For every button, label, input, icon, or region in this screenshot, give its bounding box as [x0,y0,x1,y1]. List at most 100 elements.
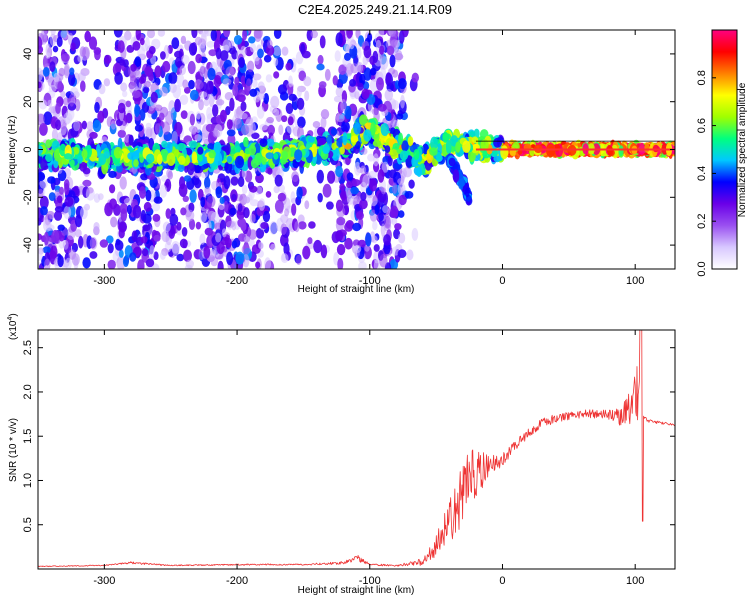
snr-x-tick-label: -100 [359,575,381,587]
spectrogram-cell [118,228,125,239]
spectrogram-cell [139,154,145,163]
spectrogram-cell [493,155,501,163]
colorbar-tick-label: 0.2 [696,214,708,229]
spectrogram-cell [239,112,248,120]
spectrogram-cell [350,135,359,143]
spectrogram-cell [106,235,114,244]
spectrogram-cell [237,203,243,212]
spectrogram-cell [166,169,173,178]
spectrogram-y-label: Frequency (Hz) [7,116,18,185]
spectrogram-cell [154,65,162,78]
spectrogram-cell [204,187,211,196]
spectrogram-cell [286,122,295,134]
spectrogram-cell [247,60,255,73]
spectrogram-cell [273,71,280,79]
spectrogram-cell [143,81,151,88]
colorbar-tick-label: 0.8 [696,70,708,85]
spectrogram-cell [480,139,489,151]
spectrogram-cell [63,65,70,79]
spectrogram-cell [113,30,123,38]
spectrogram-cell [370,121,376,136]
spectrogram-cell [56,195,63,204]
spectrogram-cell [119,203,128,214]
spectrogram-cell [344,52,351,61]
spectrogram-cell [108,170,117,178]
spectrogram-cell [181,227,188,237]
spectrogram-cell [311,143,318,158]
spectrogram-cell [317,54,324,65]
spectrogram-cell [171,37,180,50]
spectrogram-cell [219,50,229,61]
spectrogram-cell [47,99,53,108]
spectrogram-cell [161,121,171,135]
spectrogram-cell [442,133,452,141]
snr-y-tick-label: 2.0 [22,384,34,399]
spectrogram-cell [38,99,48,110]
spectrogram-cell [359,199,368,210]
spectrogram-y-tick-label: 0 [22,146,34,152]
spectrogram-cell [382,205,389,214]
spectrogram-cell [294,221,300,233]
spectrogram-cell [367,153,375,162]
spectrogram-cell [178,155,186,165]
spectrogram-cell [199,66,206,75]
spectrogram-cell [269,221,278,235]
spectrogram-cell [225,237,232,248]
spectrogram-cell [158,112,165,121]
spectrogram-cell [379,253,388,268]
spectrogram-cell [119,58,125,66]
spectrogram-cell [310,30,318,39]
spectrogram-cell [222,39,231,52]
spectrogram-cell [47,176,56,184]
spectrogram-cell [265,74,273,83]
spectrogram-cell [195,53,203,64]
spectrogram-cell [70,159,75,167]
spectrogram-cell [188,42,197,56]
spectrogram-cell [231,220,237,231]
spectrogram-cell [221,228,227,238]
spectrogram-cell [208,49,217,57]
spectrogram-cell [256,105,265,119]
spectrogram-cell [161,140,168,148]
spectrogram-cell [354,161,361,176]
spectrogram-cell [103,78,111,87]
spectrogram-cell [53,210,63,221]
spectrogram-cell [226,129,236,137]
spectrogram-cell [180,110,188,119]
spectrogram-cell [265,152,274,160]
spectrogram-cell [215,186,223,199]
spectrogram-cell [316,63,325,71]
colorbar-ticks: 0.0 0.2 0.4 0.6 0.8 [696,70,716,277]
spectrogram-cell [187,60,196,75]
spectrogram-cell [160,51,166,60]
spectrogram-cell [200,30,209,38]
snr-exponent-label: (x104) [7,313,19,340]
spectrogram-cell [353,122,361,135]
spectrogram-cell [123,149,131,164]
spectrogram-cell [234,76,240,87]
spectrogram-cell [318,81,327,89]
spectrogram-cell [356,191,362,202]
spectrogram-cell [388,67,396,75]
spectrogram-cell [326,201,334,210]
spectrogram-cell [215,232,222,243]
spectrogram-cell [189,89,199,101]
spectrogram-cell [162,221,171,233]
spectrogram-cell [176,253,185,262]
snr-x-label: Height of straight line (km) [298,585,415,596]
spectrogram-cell [178,183,188,197]
spectrogram-cell [161,230,170,243]
spectrogram-cell [110,216,118,228]
spectrogram-cell [287,116,294,126]
spectrogram-cell [98,84,106,95]
spectrogram-cell [369,78,378,93]
spectrogram-cell [381,187,387,195]
spectrogram-cell [48,106,58,114]
spectrogram-cell [231,193,237,201]
spectrogram-cell [372,50,379,64]
spectrogram-cell [165,208,171,220]
spectrogram-cell [188,140,198,149]
spectrogram-cell [294,149,303,161]
snr-x-tick-label: -200 [226,575,248,587]
spectrogram-cell [223,175,231,190]
